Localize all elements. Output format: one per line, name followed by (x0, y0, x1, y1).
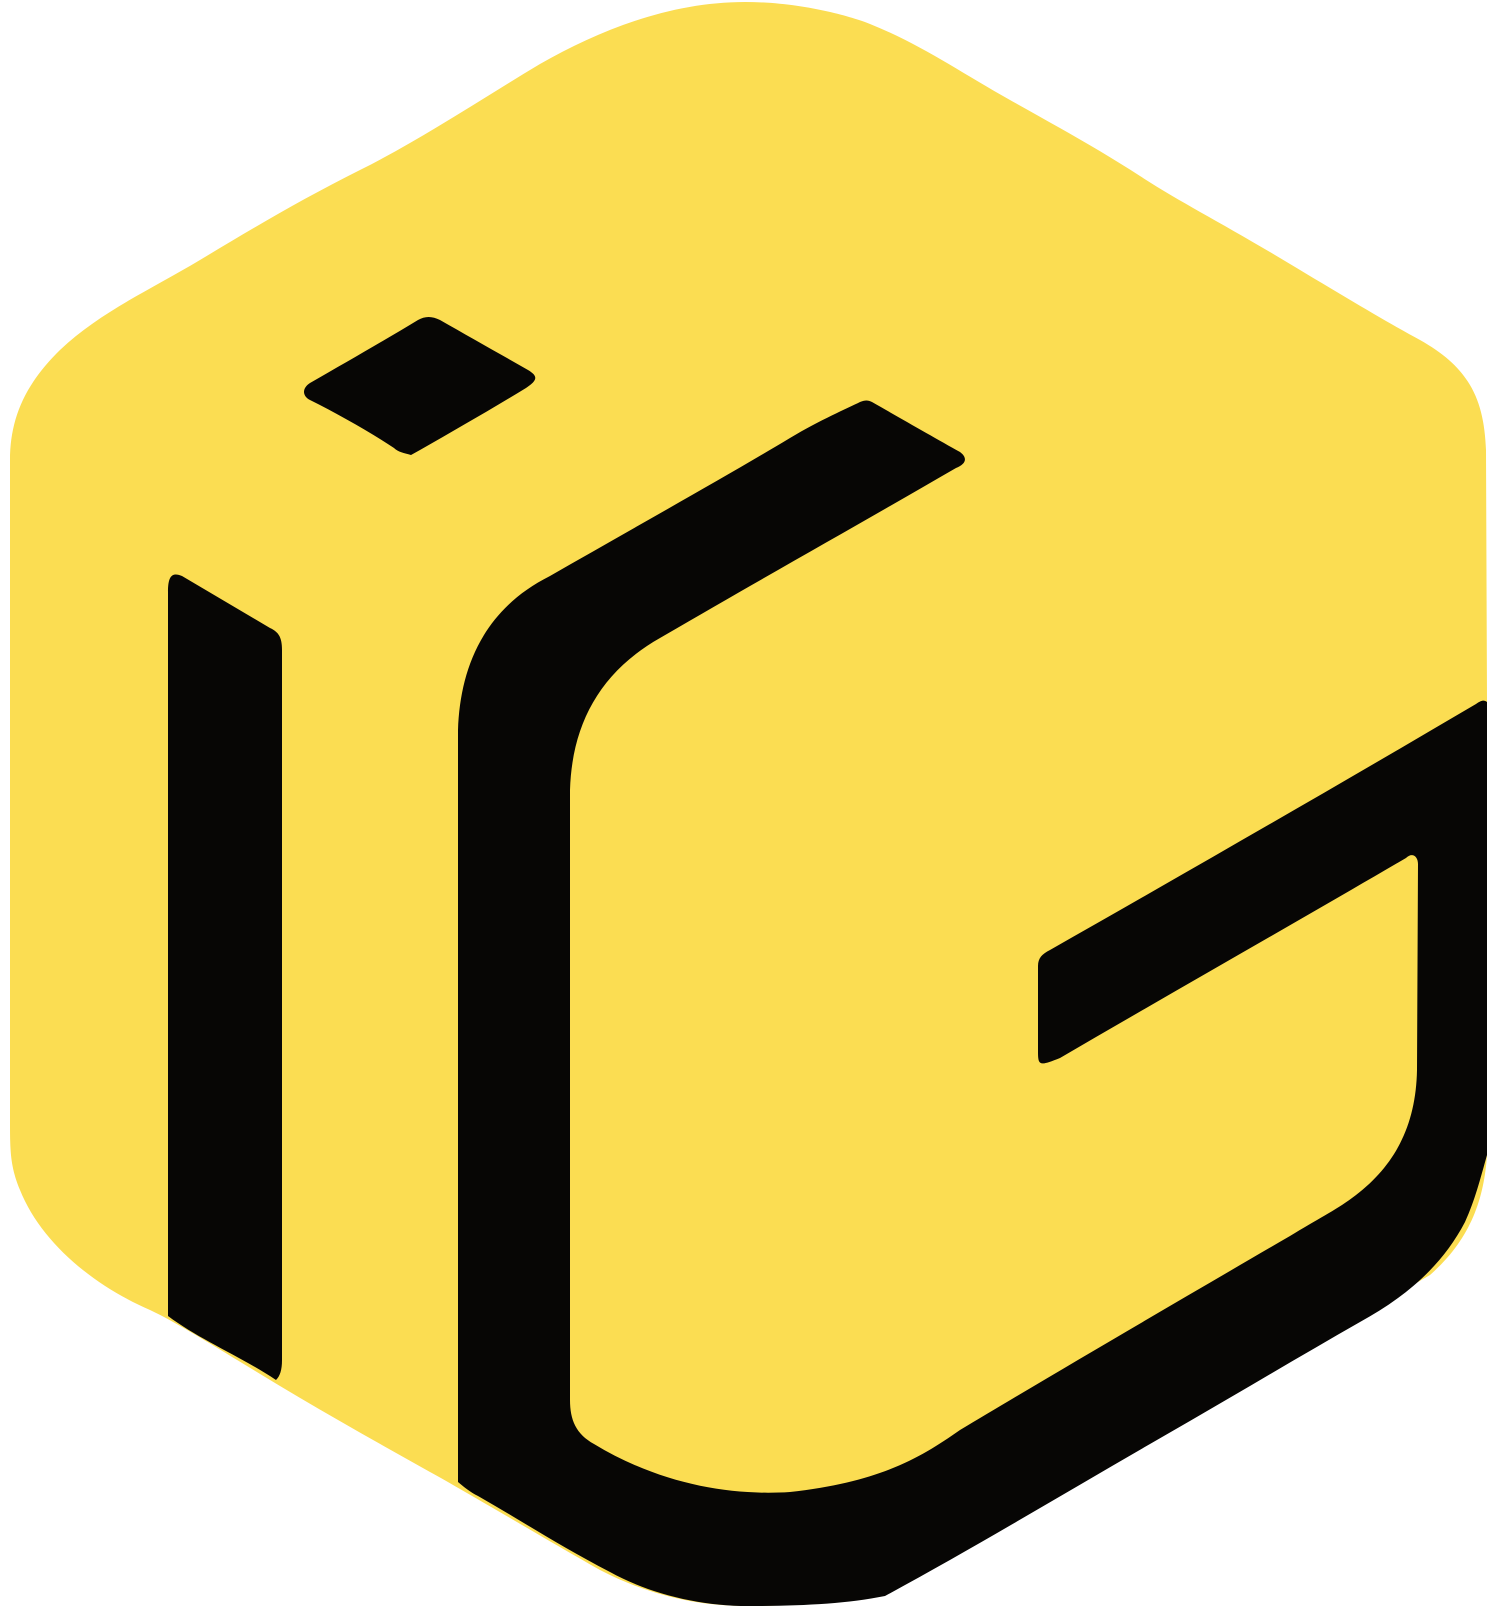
diamond-dot-shape (304, 317, 536, 455)
g-mark-shape (458, 400, 1487, 1606)
left-bar-shape (168, 574, 282, 1380)
